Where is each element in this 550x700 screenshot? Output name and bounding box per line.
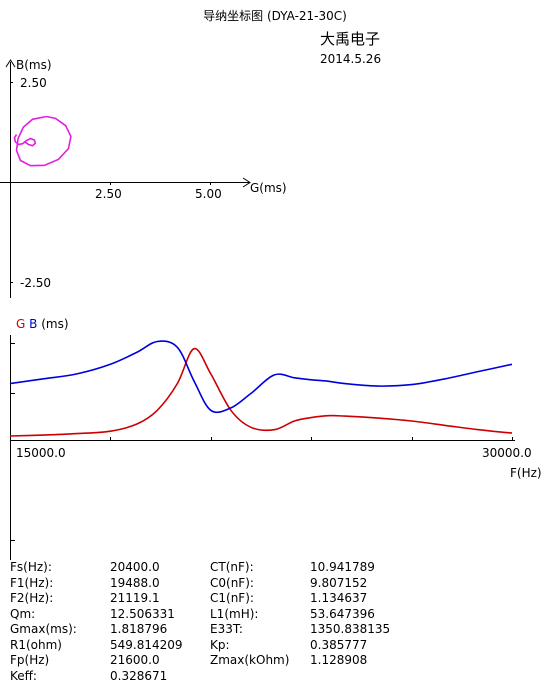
parameter-value: 0.328671 bbox=[110, 668, 168, 683]
parameter-value: 549.814209 bbox=[110, 637, 183, 652]
company-name: 大禹电子 bbox=[320, 30, 381, 48]
series-line-b bbox=[9, 340, 513, 414]
parameter-row: Qm: 12.506331 L1(mH): 53.647396 bbox=[10, 607, 550, 622]
parameter-label: Gmax(ms): bbox=[10, 622, 77, 636]
top-y-arrow bbox=[5, 59, 16, 68]
bottom-chart-title: G B (ms) bbox=[16, 317, 69, 331]
parameter-value: 19488.0 bbox=[110, 575, 160, 590]
report-date: 2014.5.26 bbox=[320, 52, 382, 66]
top-y-axis-label: B(ms) bbox=[16, 58, 52, 72]
parameter-row: F1(Hz): 19488.0 C0(nF): 9.807152 bbox=[10, 576, 550, 591]
bottom-x-minor-ticks bbox=[110, 437, 513, 441]
admittance-circle-plot bbox=[13, 115, 72, 167]
parameter-label: CT(nF): bbox=[210, 560, 254, 574]
parameter-value: 0.385777 bbox=[310, 637, 368, 652]
parameter-label: C0(nF): bbox=[210, 575, 254, 590]
top-x-arrow bbox=[242, 177, 251, 188]
top-x-tick-label-1: 2.50 bbox=[95, 187, 122, 201]
parameter-label: C1(nF): bbox=[210, 591, 254, 605]
parameter-row: R1(ohm) 549.814209 Kp: 0.385777 bbox=[10, 638, 550, 653]
parameter-value: 9.807152 bbox=[310, 575, 368, 590]
parameter-row: Keff: 0.328671 bbox=[10, 669, 550, 684]
parameter-label: F1(Hz): bbox=[10, 575, 54, 590]
parameter-value: 12.506331 bbox=[110, 606, 175, 621]
bottom-x-axis-label: F(Hz) bbox=[510, 466, 542, 480]
top-chart-axes bbox=[0, 59, 251, 298]
parameter-value: 53.647396 bbox=[310, 606, 375, 621]
parameter-value: 1.128908 bbox=[310, 653, 368, 667]
admittance-circle-line bbox=[15, 115, 72, 167]
parameter-value: 20400.0 bbox=[110, 560, 160, 574]
bottom-x-tick-label-end: 30000.0 bbox=[482, 446, 532, 460]
series-line-g bbox=[9, 347, 513, 437]
parameter-label: L1(mH): bbox=[210, 606, 259, 621]
legend-g: G bbox=[16, 317, 26, 331]
frequency-sweep-plot bbox=[9, 340, 513, 437]
parameter-label: E33T: bbox=[210, 622, 243, 636]
admittance-inner-loop bbox=[13, 134, 37, 147]
parameter-label: Qm: bbox=[10, 606, 36, 621]
bottom-chart-axes bbox=[10, 335, 515, 560]
legend-unit: (ms) bbox=[41, 317, 69, 331]
parameter-row: F2(Hz): 21119.1 C1(nF): 1.134637 bbox=[10, 591, 550, 606]
parameter-value: 1.134637 bbox=[310, 591, 368, 605]
bottom-x-tick-label-start: 15000.0 bbox=[16, 446, 66, 460]
parameter-value: 10.941789 bbox=[310, 560, 375, 574]
top-y-tick-label-2: -2.50 bbox=[20, 276, 52, 290]
parameter-value: 1350.838135 bbox=[310, 622, 391, 636]
top-y-tick-label-1: 2.50 bbox=[20, 76, 47, 90]
parameter-value: 1.818796 bbox=[110, 622, 168, 636]
parameter-row: Fs(Hz): 20400.0 CT(nF): 10.941789 bbox=[10, 560, 550, 575]
parameter-value: 21600.0 bbox=[110, 653, 160, 667]
parameter-label: Kp: bbox=[210, 637, 230, 652]
parameter-row: Gmax(ms): 1.818796 E33T: 1350.838135 bbox=[10, 622, 550, 637]
parameter-label: Keff: bbox=[10, 668, 37, 683]
parameter-label: Zmax(kOhm) bbox=[210, 653, 290, 667]
page-title: 导纳坐标图 (DYA-21-30C) bbox=[203, 9, 347, 23]
parameter-label: Fp(Hz) bbox=[10, 653, 50, 667]
parameter-label: F2(Hz): bbox=[10, 591, 54, 605]
parameter-label: Fs(Hz): bbox=[10, 560, 52, 574]
top-x-tick-label-2: 5.00 bbox=[195, 187, 222, 201]
parameter-label: R1(ohm) bbox=[10, 637, 62, 652]
parameter-row: Fp(Hz) 21600.0 Zmax(kOhm) 1.128908 bbox=[10, 653, 550, 668]
top-x-axis-label: G(ms) bbox=[250, 181, 287, 195]
legend-b: B bbox=[29, 317, 38, 331]
parameter-value: 21119.1 bbox=[110, 591, 160, 605]
